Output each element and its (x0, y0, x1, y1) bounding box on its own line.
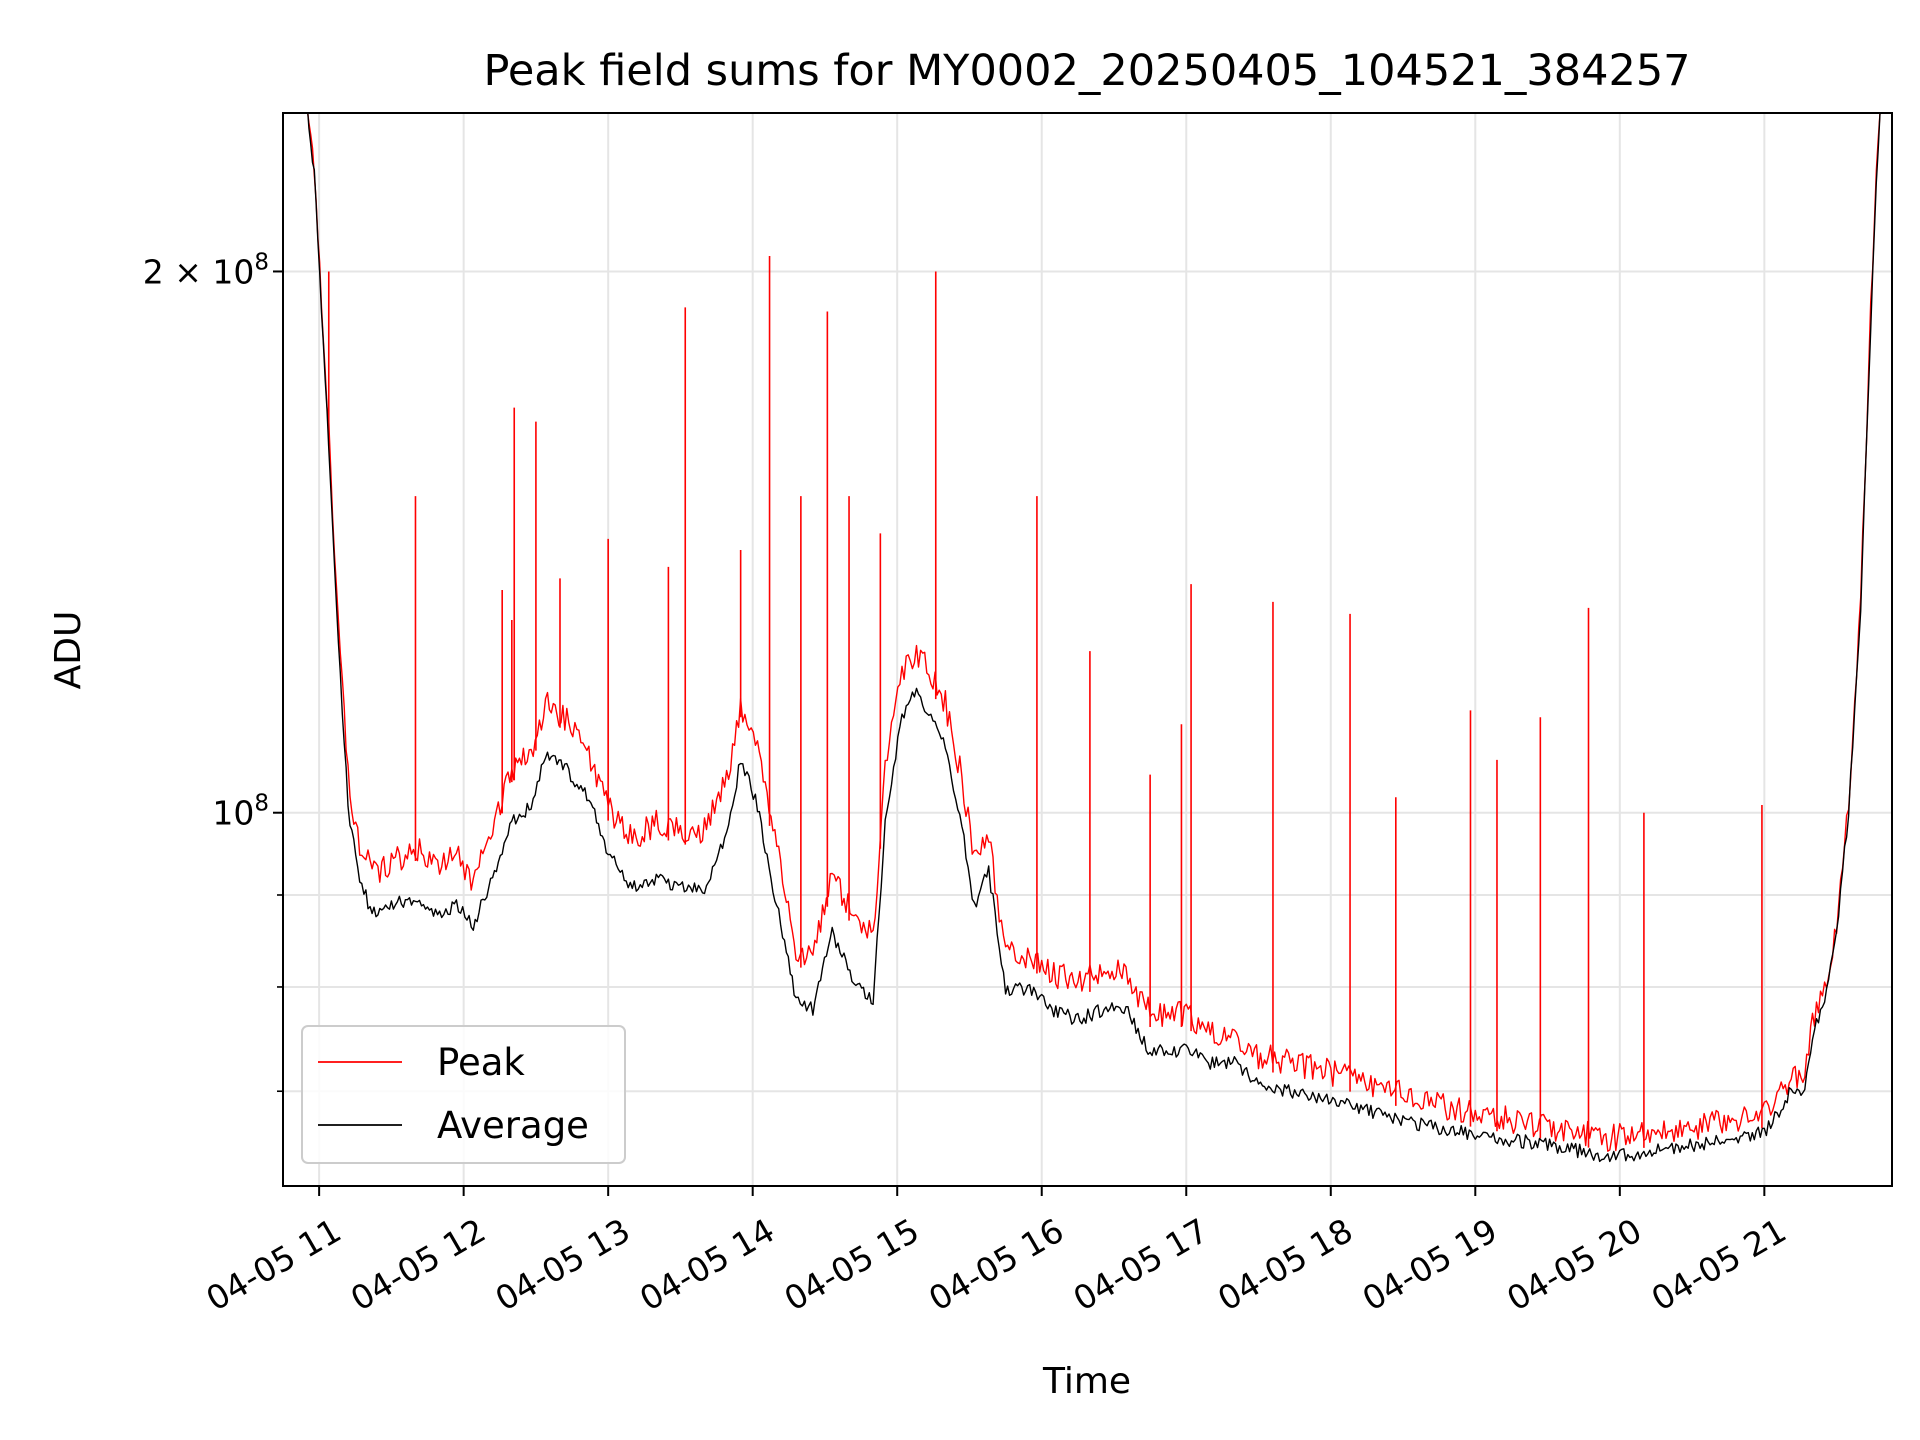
y-tick-label: 108 (212, 791, 269, 833)
grid (283, 113, 1892, 1186)
legend-average-label: Average (437, 1104, 589, 1147)
chart-title: Peak field sums for MY0002_20250405_1045… (483, 46, 1690, 96)
y-axis: 108 2 × 108 (143, 249, 283, 1093)
y-axis-label: ADU (48, 611, 89, 690)
legend-box (301, 1025, 626, 1164)
series-layer (307, 113, 1881, 1163)
legend-peak-label: Peak (437, 1041, 525, 1084)
y-tick-label: 2 × 108 (143, 249, 269, 291)
plot-frame (282, 112, 1893, 1187)
x-axis-label: Time (1042, 1361, 1131, 1402)
legend: Peak Average (301, 1025, 626, 1164)
average-series-line (307, 113, 1881, 1163)
peak-series-line (307, 113, 1881, 1152)
